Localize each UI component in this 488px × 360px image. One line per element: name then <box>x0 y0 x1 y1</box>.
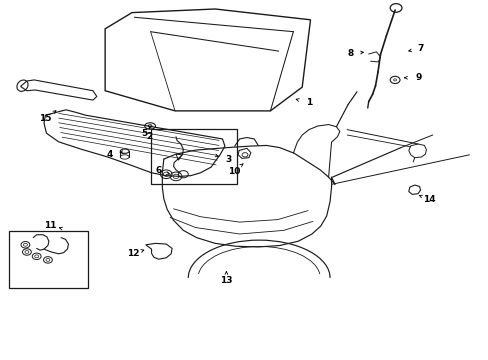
Text: 4: 4 <box>106 150 113 158</box>
Text: 14: 14 <box>422 195 435 204</box>
Bar <box>150 129 237 184</box>
Text: 1: 1 <box>305 99 311 108</box>
Text: 6: 6 <box>156 166 162 175</box>
Text: 12: 12 <box>126 249 139 258</box>
Text: 2: 2 <box>146 132 152 140</box>
Text: 11: 11 <box>43 220 56 230</box>
Text: 8: 8 <box>347 49 353 58</box>
Text: 13: 13 <box>220 276 232 284</box>
Text: 15: 15 <box>39 114 51 123</box>
Text: 3: 3 <box>225 155 231 164</box>
Bar <box>9 231 88 288</box>
Text: 7: 7 <box>416 44 423 53</box>
Text: 9: 9 <box>414 73 421 82</box>
Text: 10: 10 <box>227 167 240 176</box>
Text: 5: 5 <box>142 129 147 138</box>
